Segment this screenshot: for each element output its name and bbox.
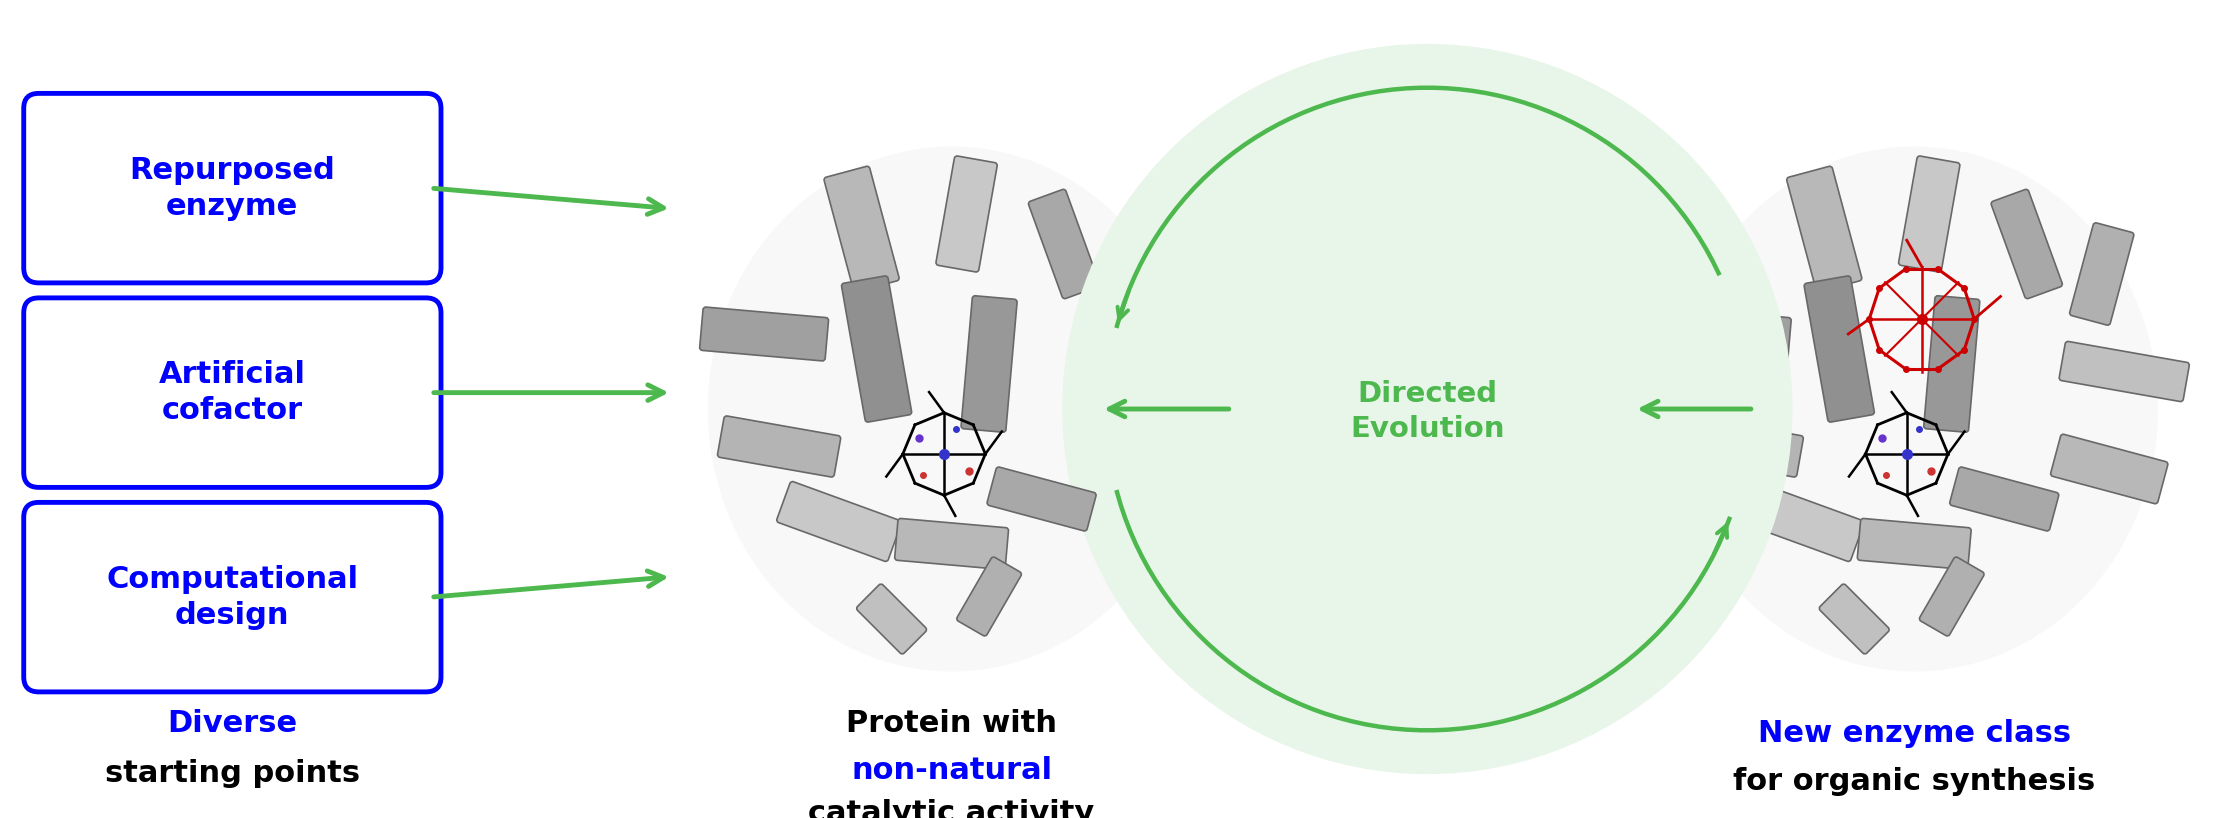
FancyBboxPatch shape [936, 156, 998, 272]
FancyBboxPatch shape [699, 307, 828, 361]
FancyBboxPatch shape [1923, 296, 1981, 432]
FancyBboxPatch shape [1680, 416, 1804, 477]
Text: for organic synthesis: for organic synthesis [1733, 766, 2096, 796]
Text: Repurposed
enzyme: Repurposed enzyme [131, 155, 334, 221]
FancyBboxPatch shape [823, 166, 898, 292]
FancyBboxPatch shape [1804, 276, 1874, 422]
FancyBboxPatch shape [956, 557, 1022, 636]
FancyBboxPatch shape [894, 519, 1009, 569]
FancyBboxPatch shape [24, 93, 440, 283]
Text: Computational
design: Computational design [106, 564, 359, 630]
FancyBboxPatch shape [2069, 222, 2133, 326]
FancyBboxPatch shape [987, 467, 1095, 531]
FancyBboxPatch shape [2051, 434, 2169, 504]
FancyBboxPatch shape [1739, 482, 1863, 561]
FancyBboxPatch shape [1899, 156, 1961, 272]
FancyBboxPatch shape [1106, 222, 1171, 326]
FancyBboxPatch shape [1095, 341, 1226, 402]
Text: Diverse: Diverse [168, 709, 297, 739]
Ellipse shape [1671, 146, 2158, 672]
FancyBboxPatch shape [856, 584, 927, 654]
FancyBboxPatch shape [777, 482, 901, 561]
FancyBboxPatch shape [24, 298, 440, 488]
Text: starting points: starting points [104, 758, 361, 788]
FancyBboxPatch shape [1819, 584, 1890, 654]
FancyBboxPatch shape [1857, 519, 1972, 569]
Text: catalytic activity: catalytic activity [808, 799, 1095, 818]
Text: Directed: Directed [1357, 380, 1498, 408]
Text: New enzyme class: New enzyme class [1757, 719, 2071, 748]
FancyBboxPatch shape [24, 502, 440, 692]
FancyBboxPatch shape [841, 276, 912, 422]
Ellipse shape [708, 146, 1195, 672]
Text: non-natural: non-natural [852, 756, 1051, 785]
FancyBboxPatch shape [1089, 434, 1206, 504]
Text: Evolution: Evolution [1350, 415, 1505, 443]
FancyBboxPatch shape [960, 296, 1018, 432]
FancyBboxPatch shape [1950, 467, 2058, 531]
FancyBboxPatch shape [717, 416, 841, 477]
FancyBboxPatch shape [1786, 166, 1861, 292]
Text: Artificial
cofactor: Artificial cofactor [159, 360, 305, 425]
FancyBboxPatch shape [2058, 341, 2189, 402]
FancyBboxPatch shape [1992, 189, 2063, 299]
Text: Protein with: Protein with [845, 709, 1058, 739]
FancyBboxPatch shape [1662, 307, 1790, 361]
FancyBboxPatch shape [1919, 557, 1985, 636]
FancyBboxPatch shape [1029, 189, 1100, 299]
Ellipse shape [1062, 44, 1793, 774]
